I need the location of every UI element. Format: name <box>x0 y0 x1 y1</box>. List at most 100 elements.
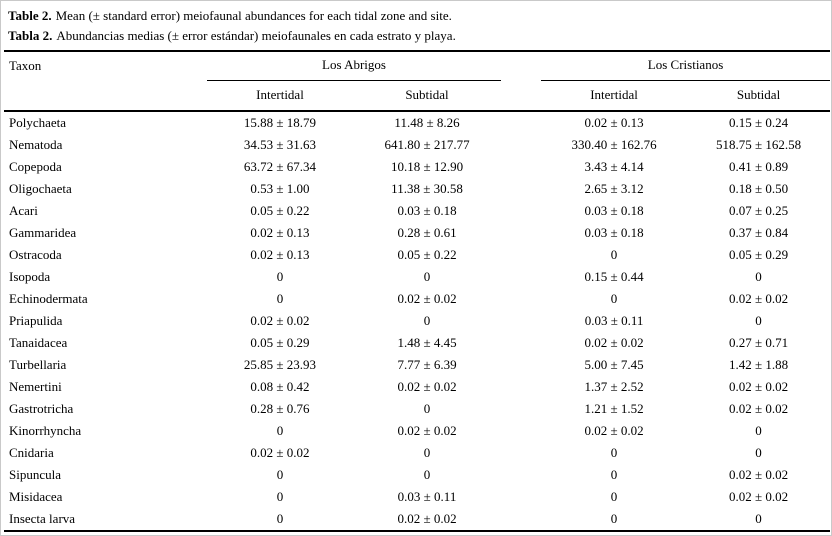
taxon-cell: Insecta larva <box>9 511 76 526</box>
taxon-cell: Nematoda <box>9 137 63 152</box>
table-caption-en: Table 2. Mean (± standard error) meiofaun… <box>8 6 823 26</box>
taxon-cell: Kinorrhyncha <box>9 423 82 438</box>
taxon-cell: Acari <box>9 203 38 218</box>
abundance-cell: 0.02 ± 0.02 <box>728 467 789 482</box>
abundance-cell: 518.75 ± 162.58 <box>715 137 802 152</box>
taxon-cell: Gammaridea <box>9 225 77 240</box>
column-gap <box>501 178 541 200</box>
table-caption-es-label: Tabla 2. <box>8 28 53 43</box>
column-gap <box>501 464 541 486</box>
abundance-cell: 0.18 ± 0.50 <box>728 181 789 196</box>
abundance-cell: 0 <box>423 313 431 328</box>
table-row: Copepoda 63.72 ± 67.34 10.18 ± 12.90 3.4… <box>4 156 830 178</box>
abundance-cell: 0.28 ± 0.76 <box>250 401 310 416</box>
abundance-cell: 0.07 ± 0.25 <box>728 203 789 218</box>
table-row: Kinorrhyncha 0 0.02 ± 0.02 0.02 ± 0.02 0 <box>4 420 830 442</box>
table-row: Misidacea 0 0.03 ± 0.11 0 0.02 ± 0.02 <box>4 486 830 508</box>
abundance-cell: 0 <box>276 423 284 438</box>
abundance-cell: 0.02 ± 0.02 <box>728 401 789 416</box>
abundance-cell: 1.48 ± 4.45 <box>397 335 457 350</box>
taxon-cell: Sipuncula <box>9 467 61 482</box>
table-row: Tanaidacea 0.05 ± 0.29 1.48 ± 4.45 0.02 … <box>4 332 830 354</box>
taxon-cell: Oligochaeta <box>9 181 72 196</box>
taxon-cell: Misidacea <box>9 489 63 504</box>
table-row: Insecta larva 0 0.02 ± 0.02 0 0 <box>4 508 830 531</box>
column-gap <box>501 156 541 178</box>
table-row: Cnidaria 0.02 ± 0.02 0 0 0 <box>4 442 830 464</box>
zone-header-intertidal-lc: Intertidal <box>590 87 638 102</box>
meiofauna-abundance-table: Taxon Los Abrigos Los Cristianos Interti… <box>4 50 831 532</box>
abundance-cell: 641.80 ± 217.77 <box>384 137 470 152</box>
taxon-cell: Echinodermata <box>9 291 88 306</box>
zone-header-row: Intertidal Subtidal Intertidal Subtidal <box>4 81 830 112</box>
abundance-cell: 1.42 ± 1.88 <box>728 357 789 372</box>
table-row: Priapulida 0.02 ± 0.02 0 0.03 ± 0.11 0 <box>4 310 830 332</box>
table-caption-es-text: Abundancias medias (± error estándar) me… <box>56 28 456 43</box>
taxon-cell: Ostracoda <box>9 247 62 262</box>
abundance-cell: 0.03 ± 0.11 <box>584 313 644 328</box>
abundance-cell: 0.02 ± 0.02 <box>397 423 457 438</box>
column-gap <box>501 420 541 442</box>
table-row: Turbellaria 25.85 ± 23.93 7.77 ± 6.39 5.… <box>4 354 830 376</box>
abundance-cell: 0.03 ± 0.11 <box>397 489 457 504</box>
abundance-cell: 0.02 ± 0.02 <box>584 423 644 438</box>
taxon-cell: Cnidaria <box>9 445 54 460</box>
column-gap <box>501 310 541 332</box>
abundance-cell: 0 <box>755 269 762 284</box>
abundance-cell: 7.77 ± 6.39 <box>397 357 457 372</box>
abundance-cell: 1.37 ± 2.52 <box>584 379 644 394</box>
column-gap <box>501 376 541 398</box>
abundance-cell: 0.37 ± 0.84 <box>728 225 789 240</box>
abundance-cell: 25.85 ± 23.93 <box>243 357 317 372</box>
column-gap <box>501 354 541 376</box>
abundance-cell: 0.03 ± 0.18 <box>397 203 457 218</box>
table-header: Taxon Los Abrigos Los Cristianos Interti… <box>4 51 831 112</box>
column-gap <box>501 111 541 134</box>
abundance-cell: 0.02 ± 0.02 <box>728 379 789 394</box>
zone-header-subtidal-la: Subtidal <box>405 87 449 102</box>
abundance-cell: 2.65 ± 3.12 <box>584 181 644 196</box>
abundance-cell: 0.02 ± 0.02 <box>397 511 457 526</box>
table-row: Acari 0.05 ± 0.22 0.03 ± 0.18 0.03 ± 0.1… <box>4 200 830 222</box>
abundance-cell: 0.15 ± 0.44 <box>584 269 644 284</box>
column-gap <box>501 266 541 288</box>
site-group-header-row: Taxon Los Abrigos Los Cristianos <box>4 51 831 81</box>
abundance-cell: 0 <box>755 445 762 460</box>
zone-header-subtidal-lc: Subtidal <box>736 87 781 102</box>
taxon-cell: Gastrotricha <box>9 401 74 416</box>
column-gap <box>501 222 541 244</box>
abundance-cell: 15.88 ± 18.79 <box>243 115 317 130</box>
abundance-cell: 0 <box>276 291 284 306</box>
table-row: Isopoda 0 0 0.15 ± 0.44 0 <box>4 266 830 288</box>
abundance-cell: 0 <box>610 467 618 482</box>
taxon-cell: Polychaeta <box>9 115 67 130</box>
taxon-cell: Turbellaria <box>9 357 67 372</box>
abundance-cell: 0.02 ± 0.02 <box>728 489 789 504</box>
table-caption-es: Tabla 2. Abundancias medias (± error está… <box>8 26 823 46</box>
abundance-cell: 0.03 ± 0.18 <box>584 225 644 240</box>
abundance-cell: 0 <box>610 291 618 306</box>
abundance-cell: 0 <box>610 489 618 504</box>
abundance-cell: 0 <box>610 445 618 460</box>
abundance-cell: 0.08 ± 0.42 <box>250 379 310 394</box>
abundance-cell: 0.05 ± 0.29 <box>250 335 310 350</box>
abundance-cell: 0.53 ± 1.00 <box>250 181 310 196</box>
abundance-cell: 0 <box>755 313 762 328</box>
abundance-cell: 0 <box>276 269 284 284</box>
abundance-cell: 0.15 ± 0.24 <box>728 115 789 130</box>
column-gap <box>501 288 541 310</box>
table-row: Sipuncula 0 0 0 0.02 ± 0.02 <box>4 464 830 486</box>
table-body: Polychaeta 15.88 ± 18.79 11.48 ± 8.26 0.… <box>4 111 830 531</box>
abundance-cell: 0 <box>423 467 431 482</box>
column-gap <box>501 244 541 266</box>
abundance-cell: 34.53 ± 31.63 <box>243 137 317 152</box>
column-gap <box>501 398 541 420</box>
column-gap <box>501 134 541 156</box>
column-gap <box>501 51 541 111</box>
abundance-cell: 0.05 ± 0.22 <box>397 247 457 262</box>
table-row: Nematoda 34.53 ± 31.63 641.80 ± 217.77 3… <box>4 134 830 156</box>
taxon-cell: Nemertini <box>9 379 62 394</box>
abundance-cell: 0.02 ± 0.02 <box>397 379 457 394</box>
column-gap <box>501 332 541 354</box>
